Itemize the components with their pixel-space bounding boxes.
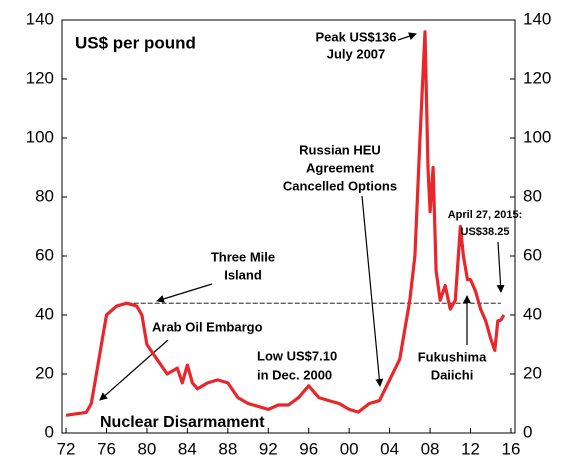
y-tick-label: 80 [35, 186, 54, 205]
annotation: Arab Oil Embargo [152, 319, 263, 334]
x-tick-label: 96 [299, 439, 318, 458]
x-tick-label: 80 [137, 439, 156, 458]
annotation: Cancelled Options [283, 178, 397, 193]
annotation: Island [224, 267, 262, 282]
plot-frame [61, 19, 516, 434]
annotation: Nuclear Disarmament [100, 414, 265, 431]
x-tick-label: 08 [421, 439, 440, 458]
y2-tick-label: 20 [523, 363, 542, 382]
y2-tick-label: 60 [523, 245, 542, 264]
arrows [99, 32, 505, 401]
x-tick-label: 16 [501, 439, 520, 458]
arrow [361, 195, 384, 387]
y-tick-label: 60 [35, 245, 54, 264]
y-tick-label: 40 [35, 304, 54, 323]
annotation: US$38.25 [461, 226, 510, 238]
arrow [397, 32, 417, 41]
annotation: Peak US$136 [316, 29, 397, 44]
y2-tick-label: 40 [523, 304, 542, 323]
price-line [65, 30, 506, 417]
y-tick-label: 0 [45, 422, 54, 441]
annotation: July 2007 [327, 46, 386, 61]
x-tick-label: 00 [340, 439, 359, 458]
y-tick-label: 120 [26, 68, 54, 87]
arrow [496, 241, 505, 293]
x-tick-label: 72 [57, 439, 76, 458]
x-tick-label: 76 [97, 439, 116, 458]
y2-tick-label: 0 [523, 422, 532, 441]
x-tick-label: 88 [218, 439, 237, 458]
y-tick-label: 20 [35, 363, 54, 382]
arrow [156, 283, 213, 303]
annotation: Fukushima [418, 349, 487, 364]
y-tick-label: 140 [26, 9, 54, 28]
x-tick-label: 12 [461, 439, 480, 458]
x-tick-label: 84 [178, 439, 197, 458]
annotation: Russian HEU [299, 142, 381, 157]
annotation: April 27, 2015: [448, 209, 523, 221]
annotation: Agreement [306, 160, 375, 175]
x-tick-label: 04 [380, 439, 399, 458]
y2-tick-label: 80 [523, 186, 542, 205]
y2-tick-label: 120 [523, 68, 551, 87]
y2-tick-label: 140 [523, 9, 551, 28]
annotation: Low US$7.10 [257, 348, 337, 363]
y-tick-label: 100 [26, 127, 54, 146]
chart-title: US$ per pound [75, 33, 196, 52]
annotation: in Dec. 2000 [257, 367, 332, 382]
x-tick-label: 92 [259, 439, 278, 458]
annotation: Three Mile [211, 249, 275, 264]
y2-tick-label: 100 [523, 127, 551, 146]
arrow [99, 339, 169, 401]
annotation: Daiichi [431, 367, 474, 382]
